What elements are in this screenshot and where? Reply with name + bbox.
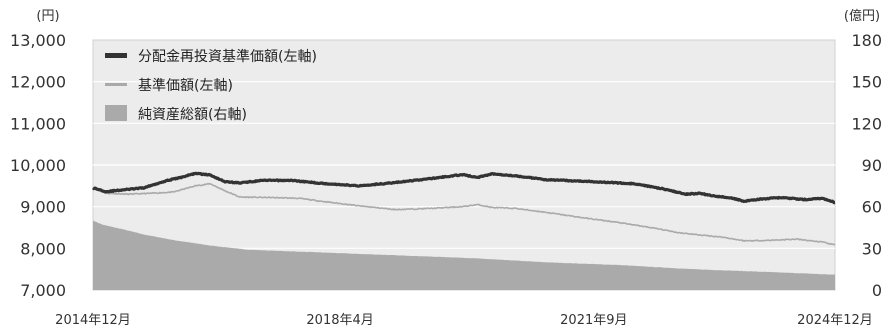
series-net-assets-area [93,220,835,290]
left-tick-label: 10,000 [10,156,66,175]
left-tick-label: 11,000 [10,114,66,133]
legend-swatch-net-assets [105,105,127,121]
right-axis-unit: (億円) [844,8,880,24]
right-tick-label: 90 [862,156,882,175]
right-tick-label: 30 [862,239,882,258]
legend-label-reinvested-nav: 分配金再投資基準価額(左軸) [138,48,317,65]
left-axis-unit: (円) [36,9,59,24]
left-tick-label: 7,000 [20,281,66,300]
x-tick-label: 2018年4月 [306,313,373,328]
left-tick-label: 9,000 [20,198,66,217]
series-layer [92,171,836,290]
x-tick-label: 2014年12月 [55,313,131,328]
right-tick-label: 0 [872,281,882,300]
x-tick-label: 2021年9月 [560,313,627,328]
right-tick-label: 150 [851,73,882,92]
x-tick-label: 2024年12月 [797,313,873,328]
legend-label-net-assets: 純資産総額(右軸) [138,107,247,123]
right-tick-label: 180 [851,31,882,50]
series-reinvested-nav-line [92,171,836,205]
legend-swatch-reinvested-nav [105,53,127,58]
left-tick-label: 13,000 [10,31,66,50]
legend-swatch-nav [105,83,127,86]
right-tick-label: 60 [862,198,882,217]
left-tick-label: 8,000 [20,239,66,258]
axes: 7,000 8,000 9,000 10,000 11,000 12,000 13,000 0… [10,31,882,328]
legend: 分配金再投資基準価額(左軸) 基準価額(左軸) 純資産総額(右軸) [105,48,317,123]
right-tick-label: 120 [851,114,882,133]
left-tick-label: 12,000 [10,73,66,92]
legend-label-nav: 基準価額(左軸) [138,77,233,94]
series-nav-line [92,182,836,246]
